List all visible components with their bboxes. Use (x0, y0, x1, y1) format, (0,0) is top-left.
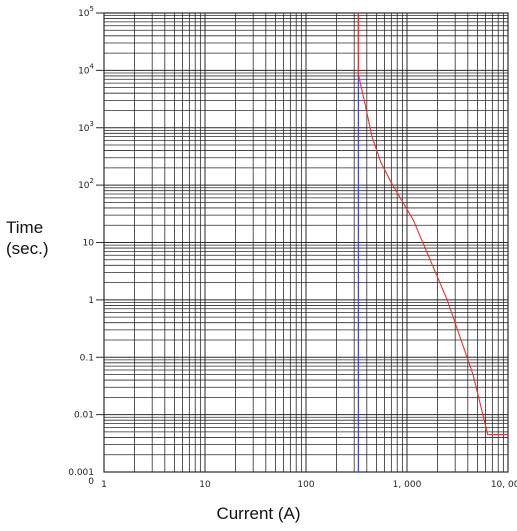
series-line (357, 13, 508, 436)
y-tick-label: 0.01 (74, 411, 94, 421)
axes (96, 12, 509, 473)
x-tick-label: 10 (199, 480, 211, 490)
y-tick-label: 104 (78, 62, 94, 76)
y-tick-label: 103 (78, 120, 94, 134)
y-tick-label: 0 (88, 477, 94, 487)
y-tick-label: 0.1 (80, 353, 94, 363)
y-tick-label: 1 (88, 296, 94, 306)
x-tick-label: 1, 000 (393, 480, 422, 490)
y-tick-label: 102 (78, 177, 94, 191)
x-tick-label: 10, 000 (491, 480, 517, 490)
x-axis-label: Current (A) (216, 504, 301, 523)
grid-lines (103, 13, 508, 473)
y-tick-label: 10 (83, 239, 95, 249)
y-tick-label: 105 (78, 5, 94, 19)
x-tick-label: 100 (297, 480, 314, 490)
y-tick-label: 0.001 (68, 468, 94, 478)
series-layer (357, 13, 508, 472)
x-tick-label: 1 (101, 480, 107, 490)
y-axis-label-line-2: (sec.) (6, 239, 49, 258)
y-axis-label-line-1: Time (6, 218, 44, 237)
